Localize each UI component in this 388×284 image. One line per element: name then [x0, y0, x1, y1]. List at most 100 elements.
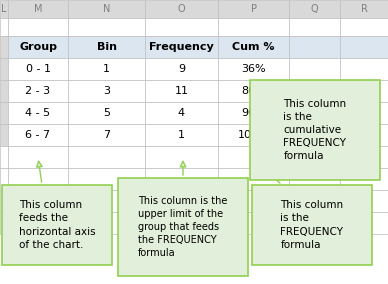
Text: 80%: 80% [241, 86, 266, 96]
Bar [68, 168, 145, 190]
Bar [0, 168, 8, 190]
Bar [8, 124, 68, 146]
Bar [68, 102, 145, 124]
Bar [68, 212, 145, 234]
Text: Frequency: Frequency [149, 42, 214, 52]
Bar [218, 146, 289, 168]
Bar [145, 36, 218, 58]
Bar [145, 168, 218, 190]
Bar [8, 58, 68, 80]
Bar [68, 18, 145, 36]
Bar [0, 212, 8, 234]
Bar [0, 36, 8, 58]
Bar [289, 58, 340, 80]
Bar [218, 212, 289, 234]
FancyBboxPatch shape [252, 185, 372, 265]
Text: M: M [34, 4, 42, 14]
Bar [218, 124, 289, 146]
Text: 0 - 1: 0 - 1 [26, 64, 50, 74]
Text: 96%: 96% [241, 108, 266, 118]
Text: 9: 9 [178, 64, 185, 74]
FancyBboxPatch shape [118, 178, 248, 276]
Bar [218, 168, 289, 190]
Text: Bin: Bin [97, 42, 116, 52]
Bar [145, 190, 218, 212]
Bar [0, 18, 8, 36]
Bar [340, 212, 388, 234]
Bar [340, 80, 388, 102]
Bar [145, 80, 218, 102]
Bar [145, 102, 218, 124]
Bar [8, 102, 68, 124]
Bar [0, 146, 8, 168]
Bar [0, 102, 8, 124]
Bar [218, 0, 289, 18]
Text: 36%: 36% [241, 64, 266, 74]
Bar [8, 80, 68, 102]
Bar [340, 102, 388, 124]
Bar [8, 18, 68, 36]
Text: Group: Group [19, 42, 57, 52]
Bar [68, 190, 145, 212]
Bar [289, 190, 340, 212]
Bar [289, 36, 340, 58]
Text: 1: 1 [103, 64, 110, 74]
Text: 1: 1 [178, 130, 185, 140]
Bar [289, 18, 340, 36]
Text: 7: 7 [103, 130, 110, 140]
Text: Q: Q [311, 4, 318, 14]
Bar [340, 146, 388, 168]
Bar [145, 0, 218, 18]
Bar [8, 212, 68, 234]
Bar [289, 168, 340, 190]
Bar [340, 168, 388, 190]
Bar [289, 124, 340, 146]
Bar [340, 18, 388, 36]
Bar [8, 36, 68, 58]
Text: Cum %: Cum % [232, 42, 275, 52]
Bar [145, 212, 218, 234]
Bar [218, 36, 289, 58]
Text: R: R [360, 4, 367, 14]
Bar [68, 124, 145, 146]
Bar [8, 146, 68, 168]
Bar [0, 124, 8, 146]
Text: 100%: 100% [238, 130, 269, 140]
Text: 5: 5 [103, 108, 110, 118]
Bar [68, 58, 145, 80]
Text: 11: 11 [175, 86, 189, 96]
Bar [145, 124, 218, 146]
Text: 6 - 7: 6 - 7 [26, 130, 50, 140]
Bar [340, 58, 388, 80]
Bar [0, 80, 8, 102]
Bar [218, 58, 289, 80]
Bar [68, 80, 145, 102]
Text: 4 - 5: 4 - 5 [26, 108, 50, 118]
Bar [289, 0, 340, 18]
Bar [68, 36, 145, 58]
Bar [340, 0, 388, 18]
FancyBboxPatch shape [2, 185, 112, 265]
Bar [68, 146, 145, 168]
Text: This column is the
upper limit of the
group that feeds
the FREQUENCY
formula: This column is the upper limit of the gr… [138, 196, 228, 258]
Bar [145, 18, 218, 36]
Bar [218, 102, 289, 124]
Text: This column
is the
FREQUENCY
formula: This column is the FREQUENCY formula [281, 200, 343, 250]
Bar [289, 146, 340, 168]
Bar [289, 212, 340, 234]
Bar [145, 146, 218, 168]
Text: N: N [103, 4, 110, 14]
Bar [0, 0, 8, 18]
Bar [8, 168, 68, 190]
Bar [218, 190, 289, 212]
Bar [218, 18, 289, 36]
Text: 3: 3 [103, 86, 110, 96]
Bar [68, 0, 145, 18]
Bar [8, 190, 68, 212]
Text: This column
is the
cumulative
FREQUENCY
formula: This column is the cumulative FREQUENCY … [284, 99, 346, 161]
Bar [218, 80, 289, 102]
Text: 4: 4 [178, 108, 185, 118]
Text: L: L [1, 4, 7, 14]
FancyBboxPatch shape [250, 80, 380, 180]
Bar [340, 124, 388, 146]
